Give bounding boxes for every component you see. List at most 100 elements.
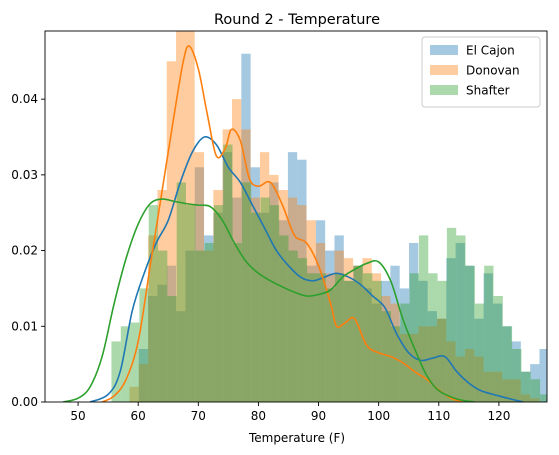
hist-bar [260,197,270,402]
hist-bar [231,197,242,402]
hist-bar [316,273,326,402]
hist-bar [157,190,167,402]
hist-bar [148,296,158,402]
hist-bar [409,273,419,402]
chart-title: Round 2 - Temperature [214,12,380,28]
x-tick-label: 60 [131,409,146,423]
hist-bar [353,265,364,402]
series-2-kde-line [62,198,475,402]
hist-bar [251,212,261,402]
series-0-bars [138,53,547,402]
hist-bar [371,273,382,402]
hist-bar [530,379,541,402]
hist-bar [502,326,512,402]
hist-bar [390,265,400,402]
hist-bar [455,243,465,402]
hist-bar [222,152,232,402]
legend-swatch [430,45,458,55]
hist-bar [222,129,232,402]
hist-bar [185,31,195,402]
hist-bar [344,280,354,402]
hist-bar [269,182,279,402]
y-tick-label: 0.02 [11,244,38,258]
hist-bar [418,280,428,402]
hist-bar [530,398,540,402]
hist-bar [493,296,503,402]
hist-bar [129,386,139,402]
hist-bar [120,326,131,402]
legend-box [421,36,541,108]
legend-swatch [430,85,458,95]
hist-bar [483,273,493,402]
hist-bar [288,250,298,402]
hist-bar [306,265,316,402]
hist-bar [269,174,279,402]
hist-bar [400,303,410,402]
hist-bar [325,250,335,402]
hist-bar [363,273,373,402]
hist-bar [521,371,531,402]
hist-bar [241,53,251,402]
hist-bar [297,258,308,402]
y-axis: 0.00 0.01 0.02 0.03 0.04 [11,92,45,409]
hist-bar [465,265,475,402]
x-axis: 50 60 70 80 90 100 110 120 [70,402,510,423]
hist-bar [167,296,177,402]
hist-bar [111,341,121,402]
hist-bar [185,250,195,402]
hist-bar [427,326,437,402]
hist-bar [148,205,159,402]
y-tick-label: 0.00 [11,395,38,409]
hist-bar [381,311,391,402]
legend-label: Donovan [466,64,520,78]
hist-bar [427,311,437,402]
hist-bar [241,129,251,402]
hist-bar [315,220,326,402]
hist-bar [540,394,547,402]
hist-bar [437,280,447,402]
x-tick-label: 70 [191,409,206,423]
hist-bar [176,182,186,402]
hist-bar [157,284,167,402]
hist-bar [278,190,288,402]
hist-bar [325,288,336,402]
hist-bar [399,333,410,402]
hist-bar [381,296,391,402]
hist-bar [474,356,484,402]
axes-frame [44,30,548,403]
y-tick-label: 0.01 [11,319,38,333]
hist-bar [381,280,391,402]
hist-bar [492,303,503,402]
hist-bar [353,265,363,402]
hist-bar [409,333,419,402]
hist-bar [492,371,503,402]
hist-bar [194,167,205,402]
series-2-bars [111,144,547,402]
hist-bar [390,303,400,402]
x-tick-label: 120 [487,409,510,423]
y-tick-label: 0.03 [11,168,38,182]
hist-bar [474,318,484,402]
hist-bar [185,205,196,402]
hist-bar [343,280,354,402]
hist-bar [418,235,429,402]
hist-bar [418,326,428,402]
hist-bar [520,394,531,402]
hist-bar [231,99,242,402]
hist-bar [502,379,512,402]
hist-bar [297,205,307,402]
hist-bar [390,326,401,402]
hist-bar [158,250,168,402]
hist-bar [539,349,547,402]
hist-bar [464,349,475,402]
hist-bar [511,341,521,402]
y-tick-label: 0.04 [11,92,38,106]
hist-bar [138,364,149,402]
hist-bar [502,326,513,402]
hist-bar [436,318,447,402]
hist-bar [484,265,494,402]
hist-bar [287,152,298,402]
hist-bar [334,235,344,402]
x-tick-label: 100 [367,409,390,423]
hist-bar [213,190,223,402]
